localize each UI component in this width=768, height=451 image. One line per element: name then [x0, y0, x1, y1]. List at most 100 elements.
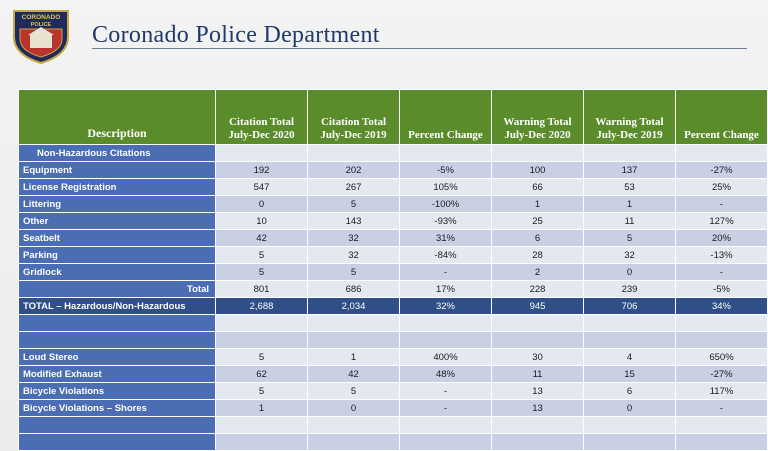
table-cell: 42 [307, 365, 400, 383]
table-cell: 6 [583, 382, 676, 400]
table-cell [583, 314, 676, 332]
row-label: Parking [18, 246, 216, 264]
table-cell: 5 [215, 263, 308, 281]
table-cell: 100 [491, 161, 584, 179]
table-cell: 62 [215, 365, 308, 383]
table-cell: 0 [583, 263, 676, 281]
citations-table: Description Citation Total July-Dec 2020… [18, 89, 768, 451]
table-cell: 547 [215, 178, 308, 196]
table-cell: 105% [399, 178, 492, 196]
table-cell: 31% [399, 229, 492, 247]
section-label: Non-Hazardous Citations [18, 144, 216, 162]
table-cell: 202 [307, 161, 400, 179]
table-cell: 32 [307, 229, 400, 247]
table-cell: 400% [399, 348, 492, 366]
column-header: Warning Total July-Dec 2019 [583, 89, 676, 145]
table-cell: 30 [491, 348, 584, 366]
table-cell [675, 314, 768, 332]
row-label: Bicycle Violations – Shores [18, 399, 216, 417]
table-cell [399, 331, 492, 349]
grand-total-row: TOTAL – Hazardous/Non-Hazardous 2,688 2,03… [18, 297, 768, 315]
row-label: TOTAL – Hazardous/Non-Hazardous [18, 297, 216, 315]
table-cell: 4 [583, 348, 676, 366]
table-cell [215, 331, 308, 349]
table-cell: -27% [675, 161, 768, 179]
table-cell: 48% [399, 365, 492, 383]
table-cell: 2,034 [307, 297, 400, 315]
table-cell: 2,688 [215, 297, 308, 315]
table-row: Seatbelt 42 32 31% 6 5 20% [18, 229, 768, 247]
table-cell: -84% [399, 246, 492, 264]
row-label: Littering [18, 195, 216, 213]
police-badge-logo: CORONADO POLICE [13, 10, 69, 65]
table-cell: 1 [491, 195, 584, 213]
table-row: Other 10 143 -93% 25 11 127% [18, 212, 768, 230]
table-cell: 0 [215, 195, 308, 213]
table-cell [307, 331, 400, 349]
table-row: Bicycle Violations – Shores 1 0-13 0- [18, 399, 768, 417]
total-row: Total 801 686 17% 228 239 -5% [18, 280, 768, 298]
table-cell: 650% [675, 348, 768, 366]
table-cell: 117% [675, 382, 768, 400]
row-label: Bicycle Violations [18, 382, 216, 400]
column-header: Citation Total July-Dec 2020 [215, 89, 308, 145]
table-cell: - [399, 263, 492, 281]
table-cell [491, 331, 584, 349]
table-cell: - [675, 399, 768, 417]
row-label: Modified Exhaust [18, 365, 216, 383]
row-label: License Registration [18, 178, 216, 196]
table-cell: -13% [675, 246, 768, 264]
table-cell: 13 [491, 382, 584, 400]
table-cell [307, 416, 400, 434]
table-cell: 5 [583, 229, 676, 247]
table-row: Parking 5 32 -84% 28 32 -13% [18, 246, 768, 264]
table-cell: 239 [583, 280, 676, 298]
table-cell: 0 [583, 399, 676, 417]
table-cell: 25% [675, 178, 768, 196]
table-cell: 0 [307, 399, 400, 417]
table-cell: 13 [491, 399, 584, 417]
row-label [18, 331, 216, 349]
table-cell: 32 [583, 246, 676, 264]
table-cell [399, 314, 492, 332]
table-cell: 20% [675, 229, 768, 247]
table-cell: 53 [583, 178, 676, 196]
table-cell: 5 [215, 246, 308, 264]
badge-bottom-text: POLICE [31, 22, 52, 28]
table-cell [399, 416, 492, 434]
blank-row [18, 314, 768, 332]
row-label: Equipment [18, 161, 216, 179]
table-header-row: Description Citation Total July-Dec 2020… [18, 89, 768, 145]
table-cell: 34% [675, 297, 768, 315]
table-cell: -27% [675, 365, 768, 383]
table-cell: 10 [215, 212, 308, 230]
row-label: Gridlock [18, 263, 216, 281]
blank-row [18, 433, 768, 451]
table-cell: 11 [491, 365, 584, 383]
table-cell: 5 [307, 263, 400, 281]
table-cell: 137 [583, 161, 676, 179]
table-cell: 42 [215, 229, 308, 247]
table-cell [583, 331, 676, 349]
table-row: Equipment 192 202 -5% 100 137 -27% [18, 161, 768, 179]
table-cell [583, 416, 676, 434]
table-cell: 25 [491, 212, 584, 230]
table-row: Bicycle Violations 5 5-13 6 117% [18, 382, 768, 400]
table-cell [675, 416, 768, 434]
table-cell: - [675, 195, 768, 213]
column-header: Percent Change [399, 89, 492, 145]
table-cell [675, 331, 768, 349]
table-cell [215, 314, 308, 332]
table-cell [215, 416, 308, 434]
table-cell: 17% [399, 280, 492, 298]
table-cell: 686 [307, 280, 400, 298]
table-cell: 5 [307, 382, 400, 400]
table-cell: 15 [583, 365, 676, 383]
table-cell: - [399, 399, 492, 417]
table-cell: 1 [583, 195, 676, 213]
table-cell: - [675, 263, 768, 281]
blank-row [18, 416, 768, 434]
table-row: License Registration 547 267 105% 66 53 25% [18, 178, 768, 196]
blank-row [18, 331, 768, 349]
table-cell: 32 [307, 246, 400, 264]
